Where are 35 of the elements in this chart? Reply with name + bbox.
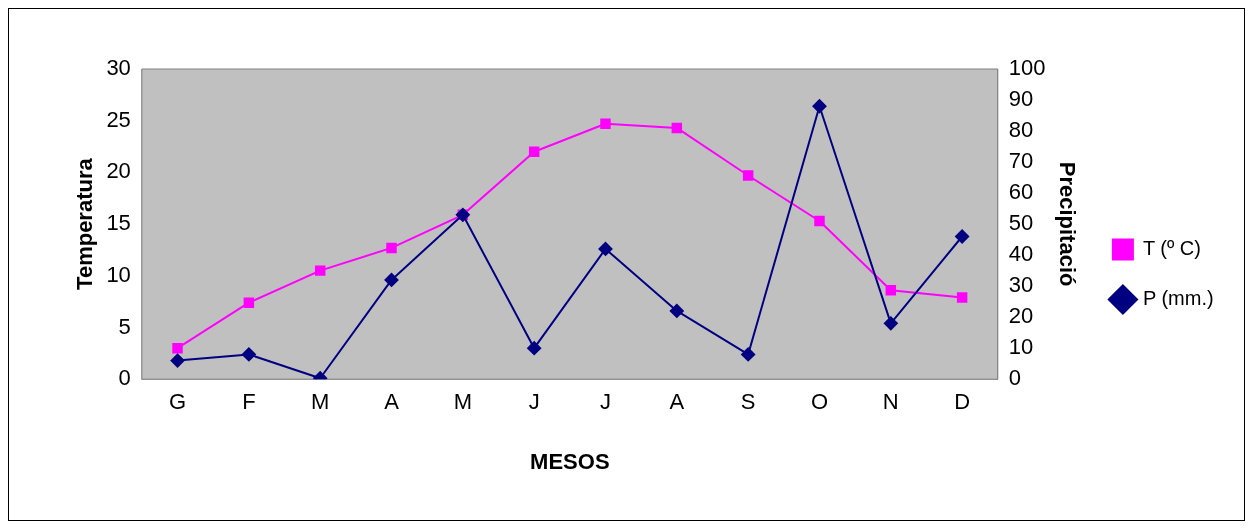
y-tick-label: 20 [106,158,131,184]
x-tick-label: M [453,389,473,415]
x-tick-label: N [882,389,899,415]
y2-tick-label: 70 [1008,148,1034,174]
x-axis-title: MESOS [530,448,610,474]
x-tick-label: J [528,389,540,415]
x-tick-label: J [600,389,611,415]
x-tick-label: G [168,389,187,415]
x-tick-label: D [954,389,971,415]
y2-tick-label: 40 [1008,241,1034,267]
y-tick-label: 0 [118,365,131,391]
x-tick-label: O [810,389,829,415]
legend-label: P (mm.) [1142,287,1214,310]
y2-axis-title: Precipitació [1054,161,1080,287]
y-tick-label: 15 [106,210,131,236]
x-tick-label: A [384,389,400,415]
y2-tick-label: 80 [1008,117,1034,143]
x-tick-label: A [669,389,685,415]
y-tick-label: 5 [118,313,131,339]
x-tick-label: S [740,389,756,415]
y2-tick-label: 60 [1008,179,1034,205]
y2-tick-label: 90 [1008,86,1034,112]
x-tick-label: M [311,389,330,415]
y2-tick-label: 20 [1008,303,1034,329]
y2-tick-label: 100 [1008,55,1046,81]
y-tick-label: 25 [106,106,131,132]
x-tick-label: F [242,389,256,415]
legend-label: T (º C) [1142,237,1201,260]
y2-tick-label: 10 [1008,334,1034,360]
y2-tick-label: 0 [1008,365,1022,391]
y-tick-label: 10 [106,261,131,287]
y2-tick-label: 50 [1008,210,1034,236]
y-axis-title: Temperatura [72,157,98,290]
y2-tick-label: 30 [1008,272,1034,298]
y-tick-label: 30 [106,55,131,81]
